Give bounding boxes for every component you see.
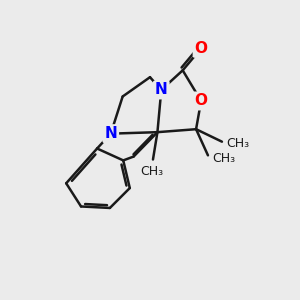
- Text: CH₃: CH₃: [140, 165, 163, 178]
- Text: O: O: [195, 41, 208, 56]
- Text: N: N: [155, 82, 168, 98]
- Text: CH₃: CH₃: [226, 137, 249, 150]
- Text: O: O: [195, 94, 208, 109]
- Text: N: N: [104, 126, 117, 141]
- Text: CH₃: CH₃: [212, 152, 235, 165]
